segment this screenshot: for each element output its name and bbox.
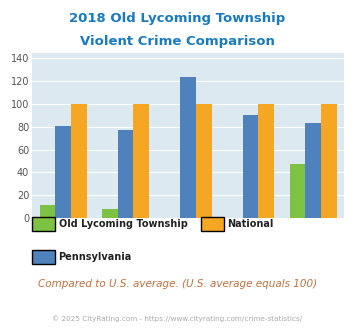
Bar xyxy=(196,104,212,218)
Bar xyxy=(71,104,87,218)
Text: Pennsylvania: Pennsylvania xyxy=(59,252,132,262)
Text: Compared to U.S. average. (U.S. average equals 100): Compared to U.S. average. (U.S. average … xyxy=(38,279,317,289)
Bar xyxy=(40,205,55,218)
Bar xyxy=(133,104,149,218)
Bar xyxy=(55,126,71,218)
Bar xyxy=(305,123,321,218)
Text: © 2025 CityRating.com - https://www.cityrating.com/crime-statistics/: © 2025 CityRating.com - https://www.city… xyxy=(53,315,302,322)
Bar xyxy=(290,164,305,218)
Bar xyxy=(321,104,337,218)
Bar xyxy=(243,115,258,218)
Text: Old Lycoming Township: Old Lycoming Township xyxy=(59,219,187,229)
Text: Violent Crime Comparison: Violent Crime Comparison xyxy=(80,35,275,48)
Bar xyxy=(180,77,196,218)
Bar xyxy=(258,104,274,218)
Bar xyxy=(118,130,133,218)
Text: National: National xyxy=(227,219,274,229)
Bar xyxy=(102,209,118,218)
Text: 2018 Old Lycoming Township: 2018 Old Lycoming Township xyxy=(69,12,286,24)
